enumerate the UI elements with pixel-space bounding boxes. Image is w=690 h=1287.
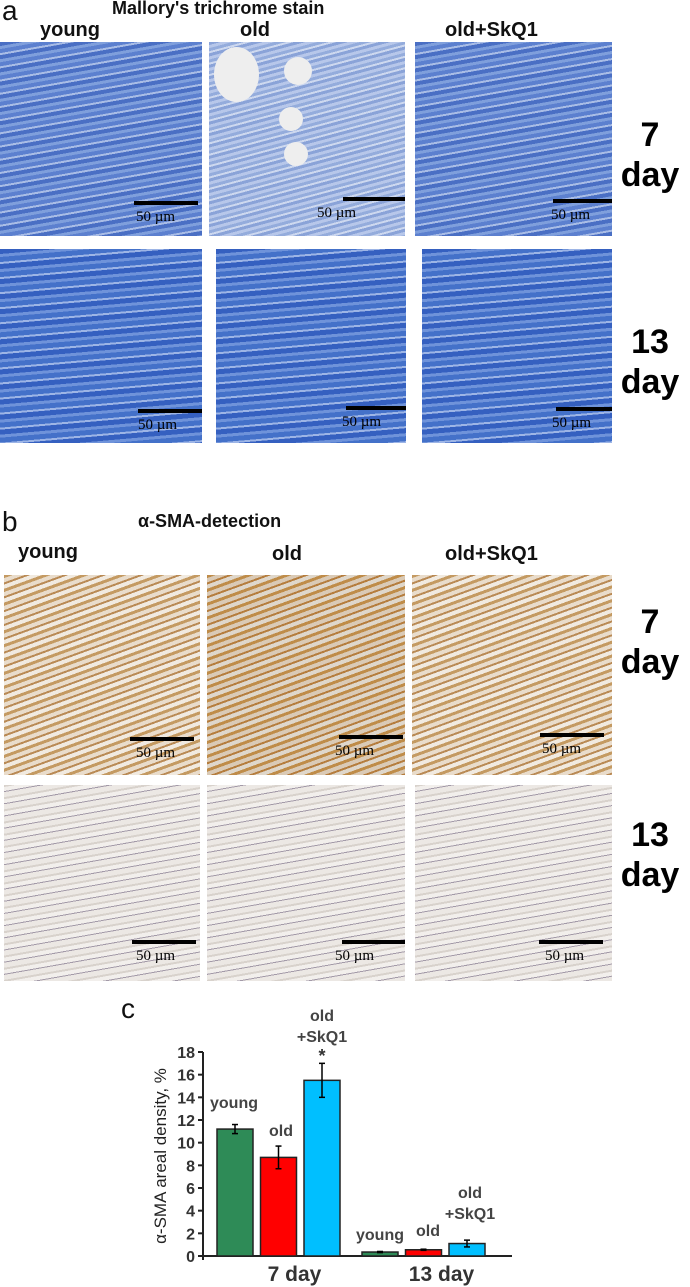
panel-b-letter: b <box>2 506 18 537</box>
y-tick-label: 0 <box>186 1249 195 1266</box>
row-label-7-day: 7 day <box>620 116 680 194</box>
bar-young-7-day <box>216 1128 254 1257</box>
bar-label-skq1: +SkQ1 <box>297 1029 347 1046</box>
row-label-7-day: 7 day <box>620 603 680 681</box>
bar-old-SkQ1-7-day <box>303 1079 341 1257</box>
bar-label-young: young <box>210 1095 258 1112</box>
panel-c-letter: c <box>121 993 135 1024</box>
scale-bar-label: 50 µm <box>136 209 176 225</box>
panel-a-title: Mallory's trichrome stain <box>112 0 325 18</box>
scale-bar-label: 50 µm <box>542 741 582 757</box>
micrograph-a-old-7d: 50 µm <box>209 42 405 236</box>
scale-bar-label: 50 µm <box>545 948 585 964</box>
col-label-old: old <box>240 19 270 41</box>
scale-bar-label: 50 µm <box>552 415 592 431</box>
x-tick-label: 7 day <box>268 1263 322 1286</box>
scale-bar-label: 50 µm <box>136 745 176 761</box>
y-axis-label: α-SMA areal density, % <box>151 1068 170 1244</box>
bar-label-old: old <box>458 1185 482 1202</box>
y-tick-label: 14 <box>177 1090 195 1107</box>
micrograph-a-skq1-13d: 50 µm <box>422 249 612 443</box>
micrograph-b-old-13d: 50 µm <box>207 785 405 981</box>
bar-label-young: young <box>356 1227 404 1244</box>
y-tick-label: 12 <box>177 1113 195 1130</box>
x-tick-label: 13 day <box>409 1263 475 1286</box>
scale-bar-label: 50 µm <box>136 948 176 964</box>
micrograph-b-old-7d: 50 µm <box>207 575 405 775</box>
scale-bar-label: 50 µm <box>138 417 178 433</box>
micrograph-b-young-13d: 50 µm <box>4 785 200 981</box>
col-label-young: young <box>40 19 100 41</box>
scale-bar-label: 50 µm <box>342 414 382 430</box>
micrograph-b-skq1-13d: 50 µm <box>415 785 612 981</box>
panel-b-title: α-SMA-detection <box>138 511 282 531</box>
row-label-13-day: 13 day <box>620 323 680 401</box>
micrograph-a-old-13d: 50 µm <box>216 249 406 443</box>
y-tick-label: 18 <box>177 1045 195 1062</box>
scale-bar-label: 50 µm <box>335 948 375 964</box>
scale-bar-label: 50 µm <box>551 207 591 223</box>
col-label-old-skq1: old+SkQ1 <box>445 19 538 41</box>
y-tick-label: 4 <box>186 1204 195 1221</box>
col-label-old: old <box>272 543 302 565</box>
bar-label-old: old <box>310 1008 334 1025</box>
y-tick-label: 2 <box>186 1226 195 1243</box>
y-tick-label: 16 <box>177 1068 195 1085</box>
micrograph-b-young-7d: 50 µm <box>4 575 200 775</box>
row-label-13-day: 13 day <box>620 816 680 894</box>
bar-label-old: old <box>416 1223 440 1240</box>
col-label-young: young <box>18 541 78 563</box>
y-tick-label: 6 <box>186 1181 195 1198</box>
bar-label-old: old <box>269 1123 293 1140</box>
y-tick-label: 10 <box>177 1136 195 1153</box>
scale-bar-label: 50 µm <box>317 205 357 221</box>
panel-a-letter: a <box>2 0 18 26</box>
col-label-old-skq1: old+SkQ1 <box>445 543 538 565</box>
micrograph-b-skq1-7d: 50 µm <box>412 575 612 775</box>
significance-asterisk: * <box>318 1046 325 1066</box>
micrograph-a-young-13d: 50 µm <box>0 249 202 443</box>
micrograph-a-young-7d: 50 µm <box>0 42 202 236</box>
y-tick-label: 8 <box>186 1158 195 1175</box>
bar-label-skq1: +SkQ1 <box>445 1206 495 1223</box>
bar-old-7-day <box>259 1156 298 1257</box>
micrograph-a-skq1-7d: 50 µm <box>415 42 612 236</box>
scale-bar-label: 50 µm <box>335 743 375 759</box>
